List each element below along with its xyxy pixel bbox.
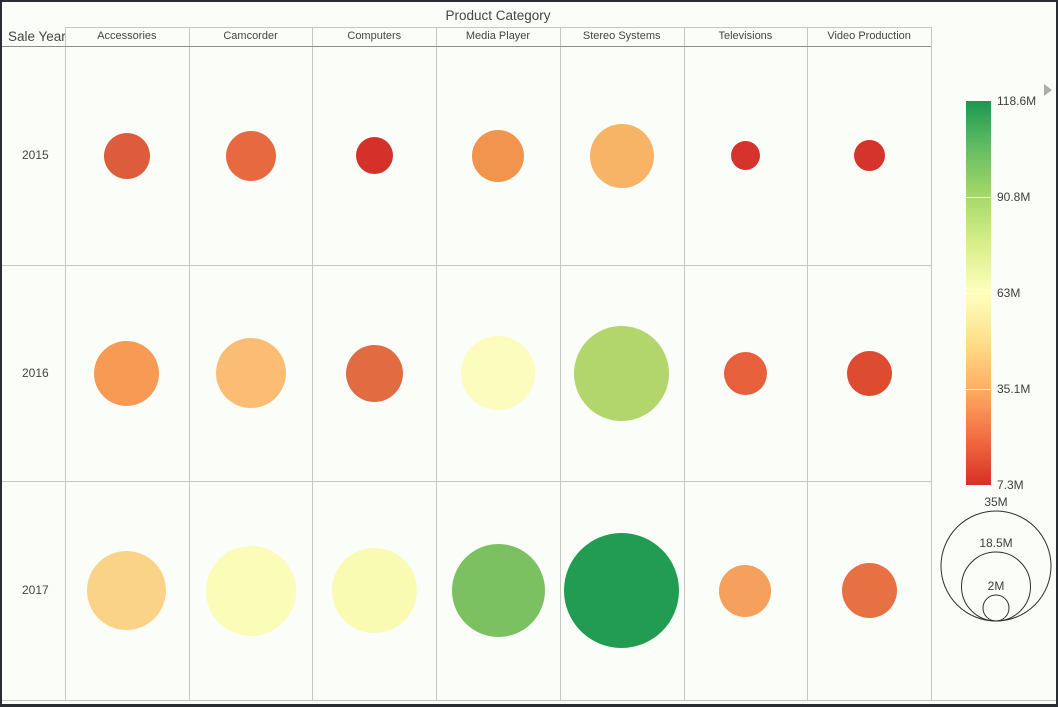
gridline-header-bottom bbox=[2, 46, 931, 47]
column-header-camcorder: Camcorder bbox=[223, 30, 278, 42]
row-label-2017: 2017 bbox=[22, 583, 49, 597]
column-header-accessories: Accessories bbox=[97, 30, 157, 42]
bubble-2017-televisions[interactable] bbox=[719, 564, 772, 617]
color-legend-tick bbox=[966, 389, 991, 390]
bubble-2017-camcorder[interactable] bbox=[205, 545, 296, 636]
gridline-vertical bbox=[931, 27, 932, 700]
column-header-media-player: Media Player bbox=[465, 30, 531, 42]
gridline-vertical bbox=[560, 27, 561, 700]
row-label-2016: 2016 bbox=[22, 365, 49, 380]
bubble-2015-media-player[interactable] bbox=[472, 129, 524, 182]
color-legend-label: 118.6M bbox=[997, 94, 1037, 108]
row-label-2015: 2015 bbox=[22, 148, 49, 162]
gridline-vertical bbox=[807, 27, 808, 700]
size-legend-circle-18.5m bbox=[961, 551, 1031, 622]
color-legend-tick bbox=[966, 197, 991, 198]
bubble-2017-stereo-systems[interactable] bbox=[564, 533, 680, 648]
bubble-2016-accessories[interactable] bbox=[94, 340, 160, 406]
color-legend-tick bbox=[966, 293, 991, 294]
bubble-2015-stereo-systems[interactable] bbox=[589, 123, 654, 188]
bubble-2015-computers[interactable] bbox=[355, 137, 393, 174]
bubble-2017-accessories[interactable] bbox=[87, 551, 167, 630]
size-legend-circle-2m bbox=[982, 594, 1010, 622]
color-legend-label: 63M bbox=[997, 286, 1021, 300]
bubble-2016-televisions[interactable] bbox=[723, 351, 767, 395]
size-legend-label-35m: 35M bbox=[984, 495, 1008, 509]
chart-title: Product Category bbox=[445, 8, 551, 23]
bubble-2015-accessories[interactable] bbox=[103, 132, 150, 179]
gridline-vertical bbox=[312, 27, 313, 700]
color-legend-label: 90.8M bbox=[997, 190, 1031, 204]
column-header-stereo-systems: Stereo Systems bbox=[582, 30, 661, 42]
row-axis-title: Sale Year bbox=[8, 29, 66, 44]
size-legend-circles bbox=[940, 510, 1052, 622]
gridline-vertical bbox=[684, 27, 685, 700]
bubble-2016-video-production[interactable] bbox=[846, 350, 892, 396]
bubble-2016-media-player[interactable] bbox=[461, 336, 535, 410]
color-legend-label: 35.1M bbox=[997, 382, 1031, 396]
bubble-2016-stereo-systems[interactable] bbox=[574, 325, 670, 421]
bubble-2017-media-player[interactable] bbox=[451, 544, 545, 637]
size-legend-circle-35m bbox=[940, 510, 1052, 622]
bubble-2016-camcorder[interactable] bbox=[215, 338, 286, 408]
size-legend-label-18.5m: 18.5M bbox=[979, 536, 1013, 550]
gridline-row-separator bbox=[2, 481, 931, 482]
expand-legend-arrow-icon[interactable] bbox=[1044, 84, 1052, 96]
column-header-televisions: Televisions bbox=[718, 30, 773, 42]
gridline-vertical bbox=[65, 27, 66, 700]
column-header-computers: Computers bbox=[347, 30, 402, 42]
bubble-2015-video-production[interactable] bbox=[853, 140, 885, 171]
size-legend-label-2m: 2M bbox=[987, 579, 1005, 593]
bubble-2016-computers[interactable] bbox=[345, 344, 403, 402]
column-header-video-production: Video Production bbox=[827, 30, 911, 42]
gridline-header-top bbox=[65, 27, 931, 28]
bubble-2017-computers[interactable] bbox=[331, 548, 417, 633]
gridline-row-separator bbox=[2, 265, 931, 266]
gridline-vertical bbox=[436, 27, 437, 700]
gridline-grid-bottom bbox=[2, 700, 1056, 701]
gridline-vertical bbox=[189, 27, 190, 700]
bubble-2017-video-production[interactable] bbox=[841, 563, 897, 618]
bubble-2015-camcorder[interactable] bbox=[225, 130, 276, 181]
bubble-2015-televisions[interactable] bbox=[730, 141, 760, 170]
color-legend-label: 7.3M bbox=[997, 478, 1024, 492]
